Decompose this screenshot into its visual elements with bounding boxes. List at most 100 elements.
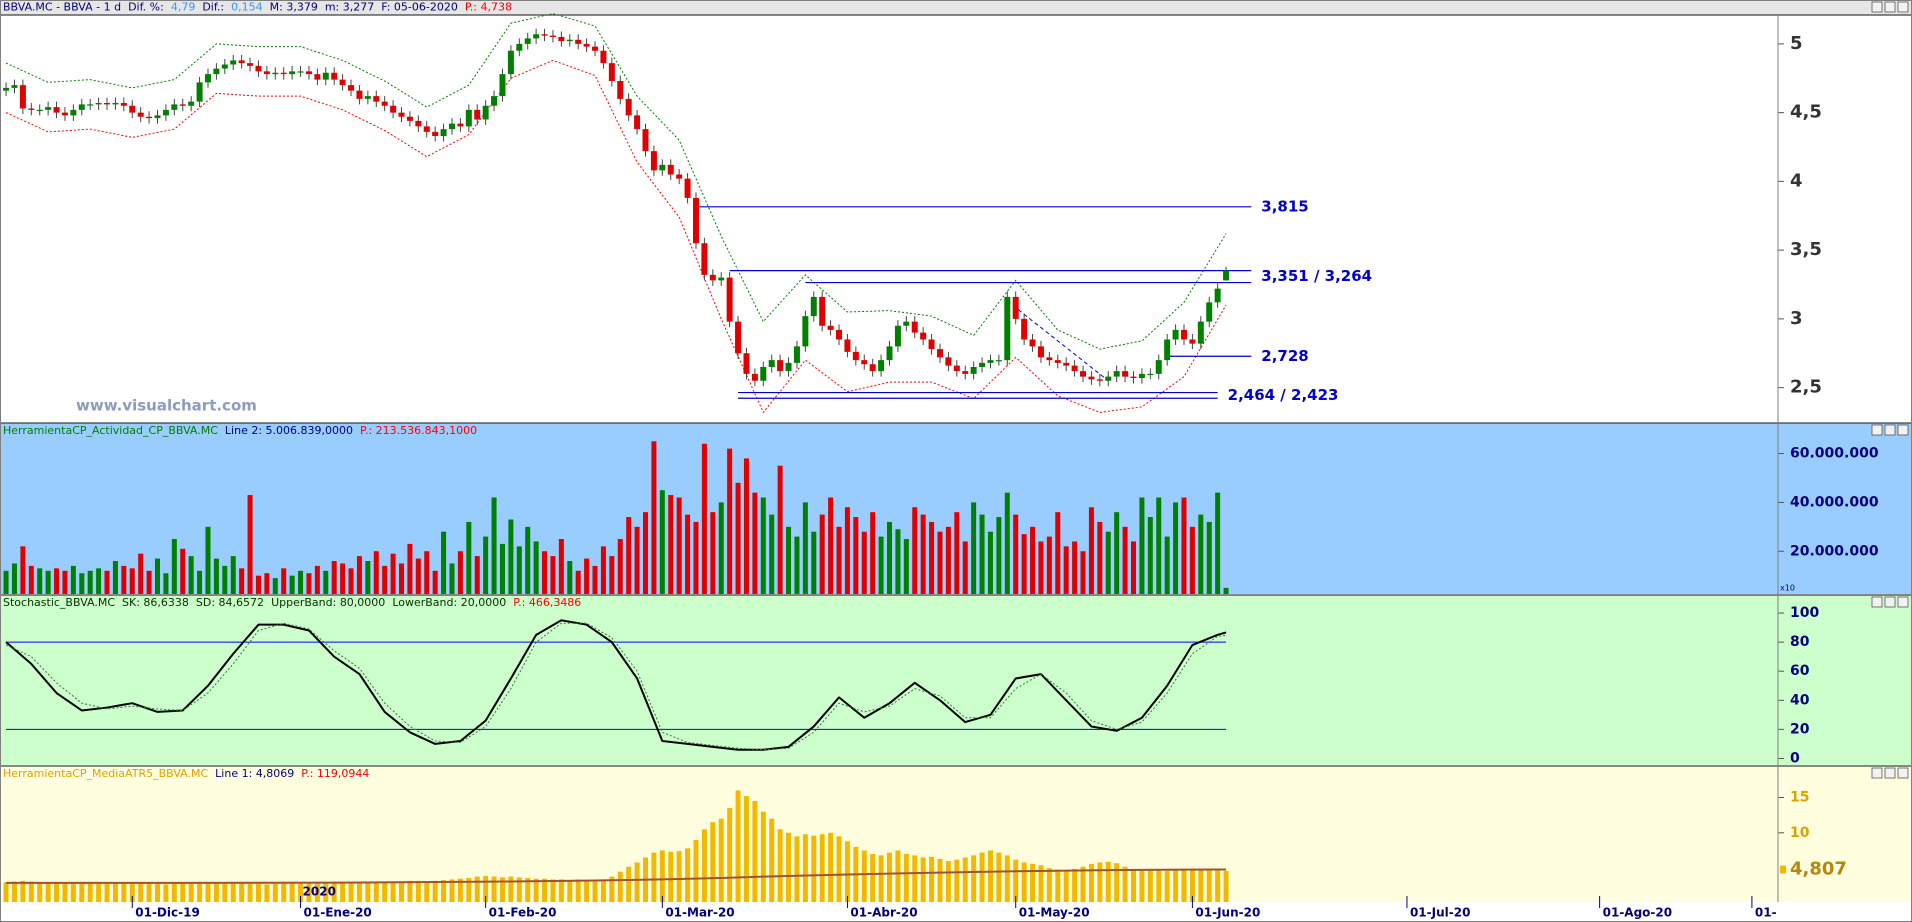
bar (28, 881, 34, 902)
candle-body (137, 112, 144, 117)
header-item: HerramientaCP_MediaATR5_BBVA.MC (3, 767, 208, 780)
candle-body (1206, 302, 1213, 322)
bar (382, 565, 388, 594)
header-item: Line 1: 4,8069 (215, 767, 294, 780)
y-tick-label: 2,5 (1790, 377, 1822, 398)
bar (399, 881, 405, 902)
candle-body (162, 109, 169, 116)
bar (62, 570, 68, 594)
window-button[interactable] (1884, 596, 1896, 608)
bar (987, 850, 993, 902)
candle-body (457, 123, 464, 127)
level-label: 3,815 (1261, 197, 1308, 215)
candle-body (516, 43, 523, 51)
bar (112, 561, 118, 594)
candle-body (154, 115, 161, 119)
bar (239, 882, 245, 902)
window-button[interactable] (1871, 424, 1883, 436)
candle-body (36, 109, 43, 112)
window-button[interactable] (1897, 424, 1909, 436)
candle-body (751, 373, 758, 381)
bar (987, 531, 993, 594)
candle-body (583, 43, 590, 47)
candle-body (642, 129, 649, 152)
bar (272, 883, 278, 902)
bar (676, 851, 682, 902)
candle-body (272, 72, 279, 75)
candle-body (894, 325, 901, 347)
bar (920, 857, 926, 902)
candle-body (793, 346, 800, 363)
window-button[interactable] (1897, 767, 1909, 779)
candle-body (289, 71, 296, 75)
bar (786, 832, 792, 902)
bar (399, 563, 405, 594)
header-item: SD: 84,6572 (196, 596, 264, 609)
candle-body (247, 63, 254, 66)
bar (121, 565, 127, 594)
bar (129, 568, 135, 594)
window-button[interactable] (1884, 1, 1896, 13)
candle-body (1164, 339, 1171, 361)
candle-body (120, 103, 127, 106)
bar (584, 558, 590, 594)
bar (1223, 587, 1229, 594)
candle-body (936, 349, 943, 358)
bar (542, 551, 548, 594)
bar (222, 882, 228, 902)
candle-body (600, 50, 607, 64)
bar (96, 568, 102, 594)
bar (1173, 502, 1179, 594)
bar (129, 883, 135, 902)
window-button[interactable] (1871, 767, 1883, 779)
candle-body (1012, 296, 1019, 319)
bar (163, 884, 169, 902)
bar (1114, 863, 1120, 902)
bar (365, 882, 371, 902)
candle-body (1172, 329, 1179, 340)
candle-body (819, 296, 826, 326)
bar (222, 565, 228, 594)
candle-body (238, 60, 245, 64)
bar (836, 526, 842, 594)
window-button[interactable] (1897, 1, 1909, 13)
bar (205, 882, 211, 902)
bar (743, 458, 749, 594)
bar (79, 573, 85, 594)
bar (752, 492, 758, 594)
candle-body (104, 103, 111, 105)
header-item: m: 3,277 (325, 1, 374, 14)
candle-body (11, 85, 18, 88)
bar (844, 507, 850, 594)
candle-body (911, 321, 918, 333)
bar (28, 565, 34, 594)
window-button[interactable] (1884, 424, 1896, 436)
bar (1063, 546, 1069, 594)
window-button[interactable] (1897, 596, 1909, 608)
bar (811, 835, 817, 902)
y-tick-label: 10 (1790, 825, 1810, 841)
bar (794, 536, 800, 594)
bar (104, 570, 110, 594)
candle-body (709, 274, 716, 281)
candle-body (659, 164, 666, 171)
header-item: F: 05-06-2020 (381, 1, 458, 14)
window-button[interactable] (1871, 596, 1883, 608)
candle-body (827, 325, 834, 330)
header-item: P.: 466,3486 (513, 596, 581, 609)
header-item: Line 2: 5.006.839,0000 (225, 424, 353, 437)
bar (1046, 868, 1052, 902)
candle-body (263, 71, 270, 75)
bar (356, 882, 362, 902)
bar (340, 563, 346, 594)
bar (710, 822, 716, 902)
candle-body (541, 34, 548, 36)
bar (600, 879, 606, 902)
window-button[interactable] (1884, 767, 1896, 779)
bar (54, 882, 60, 902)
window-button[interactable] (1871, 1, 1883, 13)
bar (45, 882, 51, 902)
header-item: Stochastic_BBVA.MC (3, 596, 115, 609)
bar (929, 856, 935, 902)
candle-body (575, 39, 582, 44)
